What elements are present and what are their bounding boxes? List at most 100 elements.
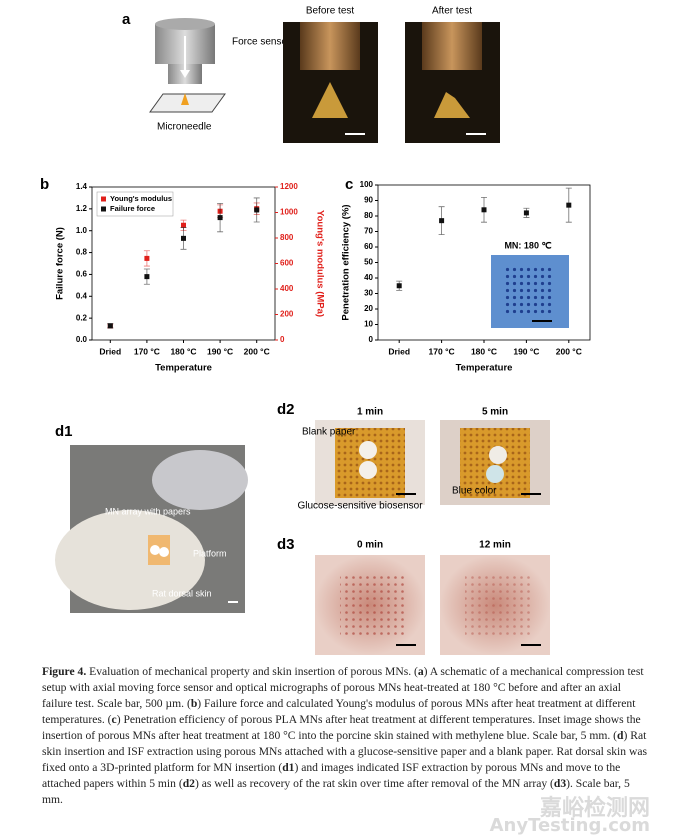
photo-title: Before test — [306, 6, 355, 17]
y2-tick-label: 800 — [280, 233, 294, 242]
x-tick-label: Dried — [388, 346, 410, 356]
figure: a Force sensor Microneedle Before test A… — [40, 6, 591, 655]
y-tick-label: 70 — [364, 227, 373, 236]
photo-title: 1 min — [357, 407, 383, 418]
caption-run: ) and images indicated ISF extraction by… — [42, 761, 621, 790]
watermark: AnyTesting.com — [489, 815, 650, 836]
caption-run: ) Failure force and calculated Young's m… — [42, 697, 636, 726]
marker — [107, 323, 113, 329]
photo-title: 0 min — [357, 540, 383, 551]
y-tick-label: 20 — [364, 304, 373, 313]
y2-tick-label: 200 — [280, 310, 294, 319]
photo — [55, 445, 248, 613]
marker — [217, 215, 223, 221]
x-tick-label: 180 °C — [471, 346, 497, 356]
y2-tick-label: 400 — [280, 284, 294, 293]
legend-box — [96, 191, 174, 217]
y-tick-label: 1.4 — [76, 182, 88, 191]
y2-tick-label: 1000 — [280, 208, 298, 217]
y-tick-label: 60 — [364, 242, 373, 251]
x-tick-label: 170 °C — [134, 346, 160, 356]
y2-axis-label: Young's modulus (MPa) — [314, 210, 325, 317]
photo-title: 5 min — [482, 407, 508, 418]
marker — [181, 235, 186, 241]
y-tick-label: 0.6 — [76, 270, 88, 279]
marker — [181, 222, 186, 228]
y-tick-label: 100 — [360, 180, 374, 189]
panel-label: d2 — [277, 401, 295, 418]
y-axis-label: Failure force (N) — [55, 227, 66, 300]
caption-run: Evaluation of mechanical property and sk… — [86, 665, 418, 678]
legend-marker — [101, 206, 106, 212]
photo — [283, 22, 500, 143]
x-tick-label: 180 °C — [170, 346, 196, 356]
annotation: Rat dorsal skin — [152, 588, 212, 598]
schematic — [149, 18, 226, 113]
inset-photo — [491, 255, 569, 328]
photo — [315, 420, 550, 505]
y-tick-label: 40 — [364, 273, 373, 282]
annotation: Microneedle — [157, 122, 212, 133]
y2-tick-label: 0 — [280, 335, 285, 344]
legend-label: Young's modulus — [110, 194, 172, 203]
caption-run: d — [617, 729, 624, 742]
x-axis-label: Temperature — [456, 363, 513, 374]
y2-tick-label: 1200 — [280, 182, 298, 191]
x-tick-label: 200 °C — [244, 346, 270, 356]
y-tick-label: 1.2 — [76, 204, 88, 213]
watermark: 嘉峪检测网 — [539, 796, 650, 821]
y-tick-label: 30 — [364, 289, 373, 298]
caption-run: a — [417, 665, 424, 678]
x-tick-label: 190 °C — [207, 346, 233, 356]
x-tick-label: 190 °C — [513, 346, 539, 356]
y-tick-label: 10 — [364, 320, 373, 329]
panel-label: d1 — [55, 423, 73, 440]
caption-run: Figure 4. — [42, 665, 87, 678]
y-axis-label: Penetration efficiency (%) — [341, 204, 352, 320]
x-tick-label: Dried — [99, 346, 121, 356]
marker — [481, 207, 487, 213]
caption-run: b — [190, 697, 198, 710]
legend-label: Failure force — [110, 204, 155, 213]
y-tick-label: 50 — [364, 258, 373, 267]
caption-run: c — [111, 713, 117, 726]
x-axis-label: Temperature — [155, 363, 212, 374]
panel-label: d3 — [277, 536, 295, 553]
caption-run: ) Penetration efficiency of porous PLA M… — [42, 713, 641, 742]
legend-marker — [101, 196, 106, 202]
caption-run: d3 — [553, 777, 567, 790]
inset-label: MN: 180 ℃ — [504, 240, 551, 250]
panel-label: b — [40, 176, 49, 193]
y-tick-label: 90 — [364, 196, 373, 205]
panel-label: c — [345, 176, 353, 193]
photo-title: After test — [432, 6, 472, 17]
marker — [144, 274, 150, 280]
marker — [523, 210, 529, 216]
annotation: Platform — [193, 548, 227, 558]
annotation: Force sensor — [232, 37, 291, 48]
annotation: Blue color — [452, 486, 497, 497]
annotation: Glucose-sensitive biosensor — [297, 501, 423, 512]
x-tick-label: 200 °C — [556, 346, 582, 356]
annotation: Blank paper — [302, 427, 356, 438]
photo-title: 12 min — [479, 540, 511, 551]
annotation: MN array with papers — [105, 506, 191, 516]
marker — [566, 202, 572, 208]
marker — [396, 283, 402, 289]
x-tick-label: 170 °C — [429, 346, 455, 356]
y-tick-label: 0 — [369, 335, 374, 344]
photo — [315, 555, 550, 655]
caption-run: ). Scale bar, 5 mm. — [42, 777, 630, 806]
marker — [439, 218, 445, 224]
y-tick-label: 0.8 — [76, 248, 88, 257]
marker — [254, 207, 260, 213]
caption-run: ) as well as recovery of the rat skin ov… — [194, 777, 554, 790]
y-tick-label: 0.4 — [76, 291, 88, 300]
y-tick-label: 0.0 — [76, 335, 88, 344]
caption-run: ) A schematic of a mechanical compressio… — [42, 665, 644, 710]
caption: Figure 4. Evaluation of mechanical prope… — [42, 664, 648, 808]
marker — [144, 255, 150, 261]
y-tick-label: 0.2 — [76, 313, 88, 322]
caption-run: d2 — [182, 777, 195, 790]
